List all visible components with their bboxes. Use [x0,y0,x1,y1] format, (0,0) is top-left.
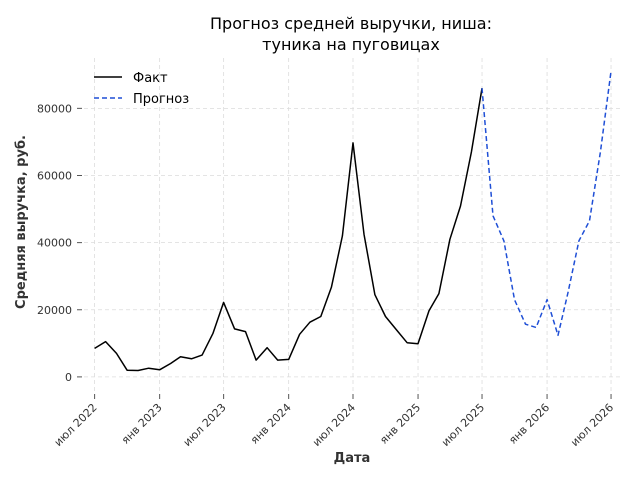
chart-title-line-1: Прогноз средней выручки, ниша: [210,14,492,33]
x-tick-label: июл 2025 [439,401,487,449]
y-tick-label: 40000 [37,237,72,250]
legend-forecast-label: Прогноз [133,92,189,107]
x-tick-label: янв 2024 [248,401,294,447]
x-axis-label: Дата [334,451,371,466]
legend-fact-label: Факт [133,71,168,86]
y-tick-label: 0 [65,371,72,384]
x-tick-label: июл 2024 [310,401,358,449]
axis-ticks: 0 20000 40000 60000 80000 июл 2022 янв 2023 июл… [37,102,616,449]
x-tick-label: июл 2022 [52,401,100,449]
y-tick-label: 20000 [37,304,72,317]
x-tick-label: янв 2023 [119,401,165,447]
fact-series-line [94,88,483,372]
x-tick-label: янв 2026 [506,401,552,447]
x-tick-label: июл 2026 [568,401,616,449]
gridlines [84,58,622,392]
x-tick-label: янв 2025 [377,401,423,447]
legend: Факт Прогноз [94,71,189,107]
chart-title-line-2: туника на пуговицах [262,35,440,54]
x-tick-label: июл 2023 [181,401,229,449]
series-lines [94,71,612,372]
y-tick-label: 80000 [37,102,72,115]
forecast-series-line [481,71,612,337]
y-tick-label: 60000 [37,169,72,182]
y-axis-label: Средняя выручка, руб. [14,135,29,309]
